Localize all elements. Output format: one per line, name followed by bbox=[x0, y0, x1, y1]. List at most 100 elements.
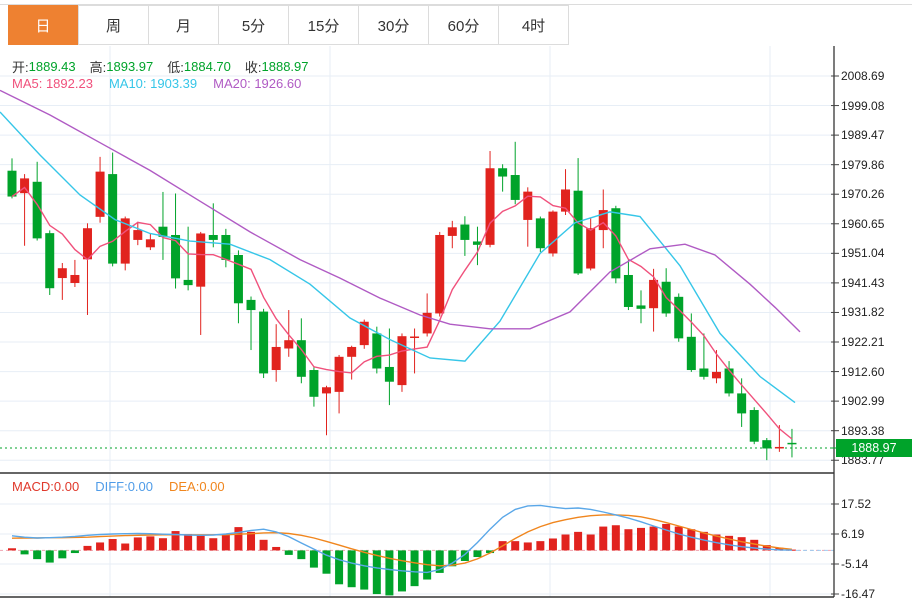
ma10-readout: MA10: 1903.39 bbox=[108, 76, 198, 91]
price-tick-label: 1931.82 bbox=[841, 305, 885, 319]
macd-hist-bar bbox=[297, 550, 306, 560]
candle-body bbox=[422, 312, 432, 334]
price-tick-label: 1941.43 bbox=[841, 276, 885, 290]
high-label: 高: bbox=[89, 60, 107, 75]
tab-week[interactable]: 周 bbox=[78, 5, 148, 45]
price-tick-label: 1951.04 bbox=[841, 246, 885, 260]
price-tick-label: 1979.86 bbox=[841, 158, 885, 172]
dea-line bbox=[11, 514, 793, 567]
macd-hist-bar bbox=[33, 550, 42, 560]
candle-body bbox=[296, 340, 306, 377]
macd-hist-bar bbox=[725, 535, 734, 551]
tab-4hour[interactable]: 4时 bbox=[498, 5, 568, 45]
macd-hist-bar bbox=[473, 550, 482, 558]
candle-body bbox=[573, 190, 583, 274]
candle-body bbox=[108, 174, 118, 264]
macd-hist-bar bbox=[762, 545, 771, 551]
candle-body bbox=[598, 210, 608, 231]
tab-30min[interactable]: 30分 bbox=[358, 5, 428, 45]
macd-hist-bar bbox=[347, 550, 356, 588]
candle-body bbox=[158, 226, 168, 237]
candle-body bbox=[410, 336, 420, 339]
macd-hist-bar bbox=[662, 523, 671, 551]
macd-hist-bar bbox=[284, 550, 293, 555]
macd-hist-bar bbox=[83, 545, 92, 551]
macd-hist-bar bbox=[523, 542, 532, 551]
price-tick-label: 1999.08 bbox=[841, 99, 885, 113]
candle-body bbox=[711, 371, 721, 379]
price-tick-label: 1912.60 bbox=[841, 365, 885, 379]
candle-body bbox=[32, 181, 42, 239]
macd-hist-bar bbox=[96, 542, 105, 551]
close-label: 收: bbox=[244, 60, 262, 75]
candle-body bbox=[498, 168, 508, 177]
candle-body bbox=[233, 254, 243, 304]
tab-60min[interactable]: 60分 bbox=[428, 5, 498, 45]
macd-hist-bar bbox=[410, 550, 419, 587]
macd-hist-bar bbox=[209, 538, 218, 551]
candle-body bbox=[171, 234, 181, 279]
macd-hist-bar bbox=[674, 526, 683, 551]
candle-body bbox=[133, 230, 143, 240]
diff-line bbox=[11, 504, 792, 574]
ohlc-readout: 开: 1889.43 高: 1893.97 低: 1884.70 收: 1888.97 bbox=[12, 57, 323, 76]
candle-body bbox=[309, 370, 319, 397]
macd-hist-bar bbox=[586, 534, 595, 551]
candle-body bbox=[359, 321, 369, 346]
candle-body bbox=[7, 170, 17, 197]
candle-body bbox=[472, 241, 482, 245]
candle-body bbox=[611, 208, 621, 279]
candle-body bbox=[145, 239, 155, 248]
candle-body bbox=[397, 336, 407, 386]
macd-hist-bar bbox=[737, 537, 746, 551]
macd-hist-bar bbox=[146, 536, 155, 551]
candle-body bbox=[271, 346, 281, 371]
macd-tick-label: 6.19 bbox=[841, 527, 865, 541]
macd-hist-bar bbox=[58, 550, 67, 559]
candle-body bbox=[372, 333, 382, 369]
tab-15min[interactable]: 15分 bbox=[288, 5, 358, 45]
candle-body bbox=[259, 311, 269, 374]
tab-5min[interactable]: 5分 bbox=[218, 5, 288, 45]
candle-body bbox=[45, 233, 55, 289]
close-value: 1888.97 bbox=[261, 59, 309, 74]
candle-body bbox=[548, 211, 558, 254]
macd-hist-bar bbox=[435, 550, 444, 573]
macd-hist-bar bbox=[322, 550, 331, 574]
candle-body bbox=[20, 178, 30, 194]
macd-hist-bar bbox=[121, 543, 130, 551]
candle-body bbox=[384, 366, 394, 382]
macd-hist-bar bbox=[372, 550, 381, 595]
dea-value-readout: DEA:0.00 bbox=[169, 479, 225, 494]
price-tick-label: 1893.38 bbox=[841, 424, 885, 438]
macd-hist-bar bbox=[787, 549, 796, 551]
candle-body bbox=[649, 279, 659, 309]
macd-hist-bar bbox=[8, 548, 16, 551]
macd-hist-bar bbox=[460, 550, 469, 561]
ma10-line bbox=[0, 111, 796, 404]
macd-hist-bar bbox=[385, 550, 394, 596]
candle-body bbox=[724, 368, 734, 394]
macd-tick-label: -5.14 bbox=[841, 557, 869, 571]
tab-month[interactable]: 月 bbox=[148, 5, 218, 45]
macd-hist-bar bbox=[221, 533, 230, 551]
current-price-badge: 1888.97 bbox=[836, 439, 912, 457]
candle-body bbox=[183, 279, 193, 286]
candle-body bbox=[82, 228, 92, 260]
candle-body bbox=[749, 410, 759, 442]
ma-readout: MA5: 1892.23 MA10: 1903.39 MA20: 1926.60 bbox=[12, 76, 317, 91]
candle-body bbox=[510, 175, 520, 200]
candle-body bbox=[196, 233, 206, 287]
macd-hist-bar bbox=[561, 534, 570, 551]
candle-body bbox=[447, 227, 457, 236]
macd-hist-bar bbox=[158, 538, 167, 551]
macd-hist-bar bbox=[548, 538, 557, 551]
tab-day[interactable]: 日 bbox=[8, 5, 78, 45]
macd-hist-bar bbox=[133, 537, 142, 551]
candle-body bbox=[120, 218, 130, 264]
price-tick-label: 1902.99 bbox=[841, 394, 885, 408]
macd-hist-bar bbox=[184, 533, 193, 551]
macd-hist-bar bbox=[624, 529, 633, 551]
macd-hist-bar bbox=[272, 546, 281, 551]
